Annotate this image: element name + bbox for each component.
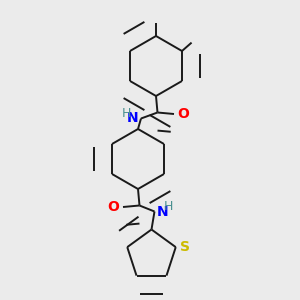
Text: N: N [157, 205, 169, 218]
Text: H: H [122, 106, 131, 120]
Text: N: N [127, 112, 139, 125]
Text: S: S [180, 240, 190, 254]
Text: O: O [178, 107, 190, 121]
Text: O: O [107, 200, 119, 214]
Text: H: H [164, 200, 173, 213]
